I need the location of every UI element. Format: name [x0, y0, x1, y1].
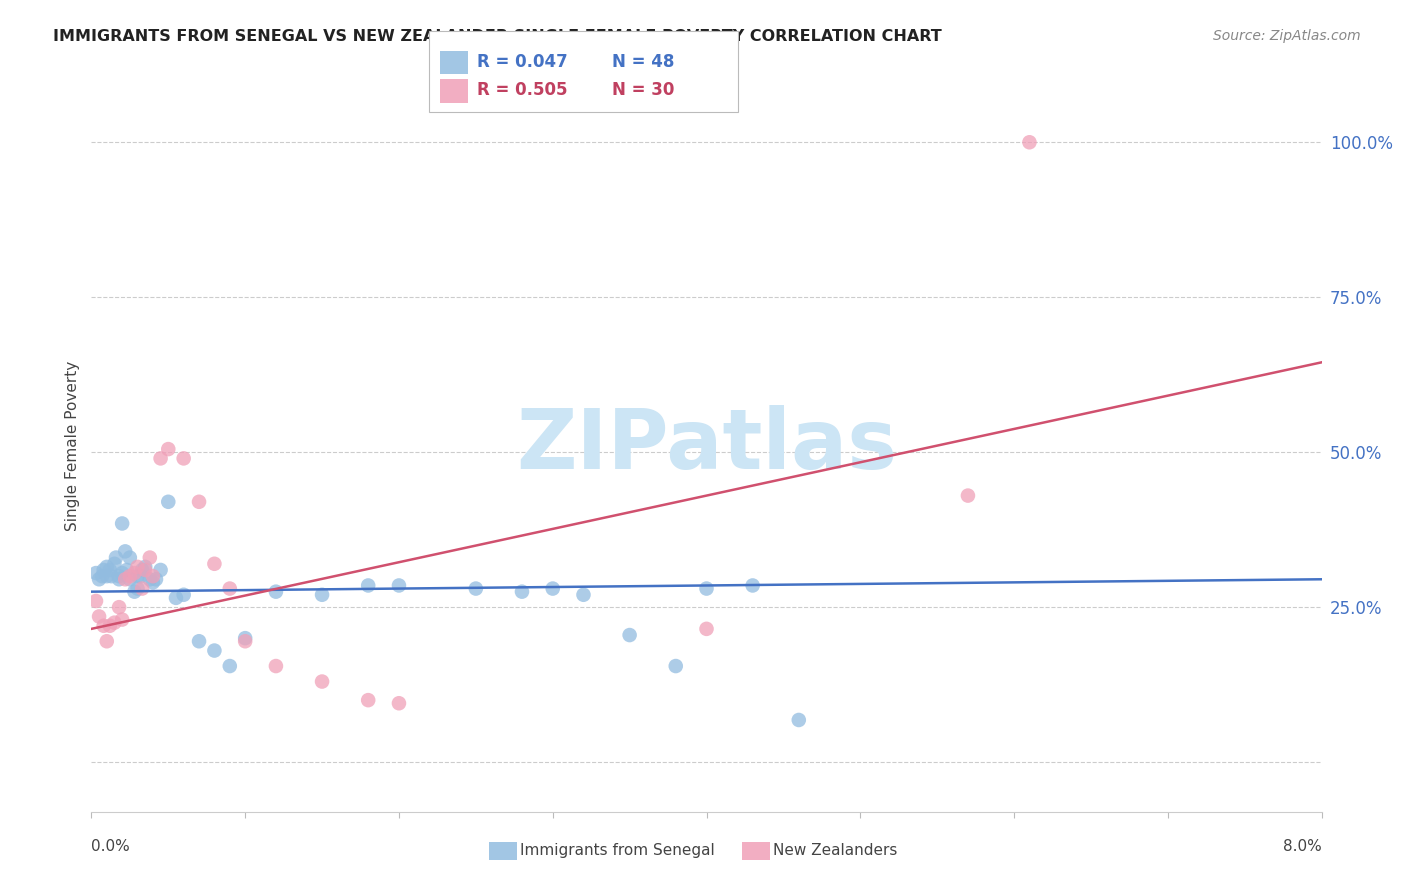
- Text: IMMIGRANTS FROM SENEGAL VS NEW ZEALANDER SINGLE FEMALE POVERTY CORRELATION CHART: IMMIGRANTS FROM SENEGAL VS NEW ZEALANDER…: [53, 29, 942, 44]
- Point: [741, 578, 763, 592]
- Point: [202, 643, 225, 657]
- Point: [695, 622, 717, 636]
- Text: ZIPatlas: ZIPatlas: [516, 406, 897, 486]
- Point: [188, 495, 211, 509]
- Point: [264, 659, 287, 673]
- Point: [118, 550, 141, 565]
- Point: [100, 569, 122, 583]
- Point: [218, 582, 240, 596]
- Text: New Zealanders: New Zealanders: [773, 844, 897, 858]
- Point: [695, 582, 717, 596]
- Point: [108, 572, 131, 586]
- Point: [98, 563, 121, 577]
- Point: [149, 451, 172, 466]
- Point: [142, 569, 165, 583]
- Point: [134, 563, 156, 577]
- Point: [233, 634, 256, 648]
- Point: [157, 442, 180, 456]
- Text: Immigrants from Senegal: Immigrants from Senegal: [520, 844, 716, 858]
- Point: [96, 634, 118, 648]
- Point: [111, 516, 134, 531]
- Point: [510, 584, 533, 599]
- Point: [357, 693, 380, 707]
- Text: R = 0.505: R = 0.505: [477, 81, 567, 99]
- Point: [311, 674, 333, 689]
- Point: [173, 588, 195, 602]
- Point: [84, 594, 107, 608]
- Point: [93, 619, 115, 633]
- Point: [956, 489, 979, 503]
- Point: [665, 659, 688, 673]
- Point: [357, 578, 380, 592]
- Point: [131, 563, 153, 577]
- Y-axis label: Single Female Poverty: Single Female Poverty: [65, 361, 80, 531]
- Point: [118, 569, 141, 583]
- Text: 8.0%: 8.0%: [1282, 839, 1322, 854]
- Point: [115, 563, 138, 577]
- Point: [108, 600, 131, 615]
- Point: [96, 569, 118, 583]
- Point: [129, 569, 152, 583]
- Point: [87, 609, 110, 624]
- Point: [139, 550, 162, 565]
- Point: [264, 584, 287, 599]
- Point: [1018, 135, 1040, 149]
- Point: [134, 560, 156, 574]
- Point: [127, 582, 149, 596]
- Point: [139, 572, 162, 586]
- Point: [149, 563, 172, 577]
- Point: [541, 582, 564, 596]
- Point: [105, 550, 127, 565]
- Point: [98, 619, 121, 633]
- Point: [114, 544, 136, 558]
- Point: [218, 659, 240, 673]
- Point: [311, 588, 333, 602]
- Point: [111, 566, 134, 580]
- Point: [87, 572, 110, 586]
- Text: N = 48: N = 48: [612, 53, 673, 70]
- Point: [464, 582, 486, 596]
- Point: [202, 557, 225, 571]
- Text: N = 30: N = 30: [612, 81, 673, 99]
- Point: [127, 560, 149, 574]
- Point: [96, 560, 118, 574]
- Point: [233, 631, 256, 645]
- Point: [142, 575, 165, 590]
- Point: [619, 628, 641, 642]
- Text: R = 0.047: R = 0.047: [477, 53, 568, 70]
- Point: [388, 578, 411, 592]
- Point: [91, 569, 114, 583]
- Point: [157, 495, 180, 509]
- Point: [111, 613, 134, 627]
- Point: [173, 451, 195, 466]
- Point: [108, 569, 131, 583]
- Point: [572, 588, 595, 602]
- Point: [118, 572, 141, 586]
- Point: [127, 569, 149, 583]
- Point: [84, 566, 107, 580]
- Point: [103, 615, 125, 630]
- Point: [165, 591, 187, 605]
- Text: Source: ZipAtlas.com: Source: ZipAtlas.com: [1213, 29, 1361, 43]
- Point: [103, 557, 125, 571]
- Text: 0.0%: 0.0%: [91, 839, 131, 854]
- Point: [124, 584, 146, 599]
- Point: [114, 572, 136, 586]
- Point: [124, 566, 146, 580]
- Point: [145, 572, 167, 586]
- Point: [131, 582, 153, 596]
- Point: [787, 713, 810, 727]
- Point: [188, 634, 211, 648]
- Point: [93, 563, 115, 577]
- Point: [388, 696, 411, 710]
